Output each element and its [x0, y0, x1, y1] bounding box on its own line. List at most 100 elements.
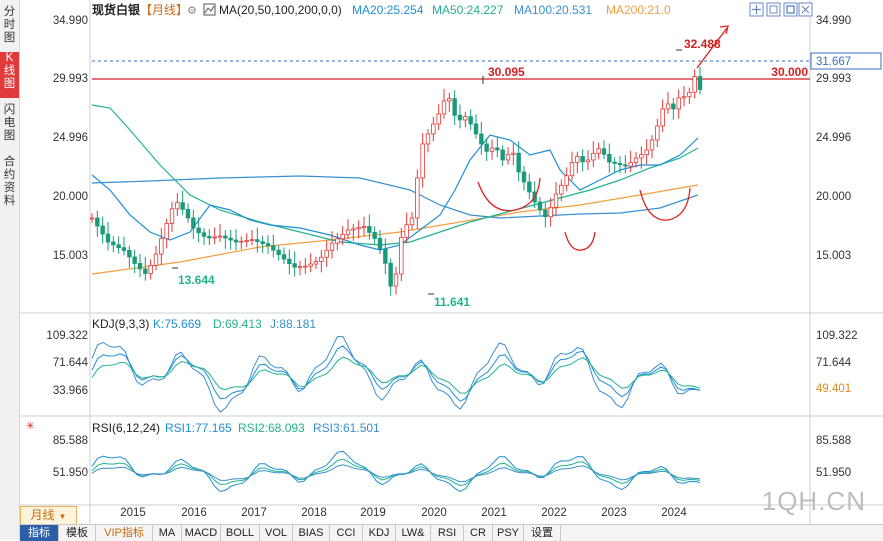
candle-body[interactable]: [191, 217, 196, 229]
tab-boll[interactable]: BOLL: [221, 525, 260, 541]
candle-body[interactable]: [516, 152, 521, 173]
candle-body[interactable]: [393, 273, 399, 287]
tab-macd[interactable]: MACD: [182, 525, 221, 541]
candle-body[interactable]: [543, 209, 548, 218]
tab-kdj[interactable]: KDJ: [363, 525, 396, 541]
candle-body[interactable]: [100, 225, 105, 235]
candle-body[interactable]: [639, 154, 644, 159]
candle-body[interactable]: [623, 164, 628, 167]
candle-body[interactable]: [580, 156, 585, 163]
candle-body[interactable]: [217, 235, 223, 238]
candle-body[interactable]: [367, 226, 372, 233]
candle-body[interactable]: [649, 139, 655, 151]
candle-body[interactable]: [164, 223, 169, 240]
candle-body[interactable]: [260, 241, 265, 245]
candle-body[interactable]: [239, 240, 244, 243]
candles[interactable]: [89, 66, 703, 296]
candle-body[interactable]: [612, 161, 617, 164]
candle-body[interactable]: [169, 208, 175, 224]
candle-body[interactable]: [655, 125, 660, 141]
candle-body[interactable]: [143, 268, 148, 274]
candle-body[interactable]: [148, 264, 153, 274]
candle-body[interactable]: [564, 175, 569, 186]
candle-body[interactable]: [473, 123, 479, 135]
candle-body[interactable]: [185, 208, 191, 219]
candle-body[interactable]: [159, 238, 164, 255]
candle-body[interactable]: [351, 228, 356, 231]
candle-body[interactable]: [201, 232, 207, 237]
candle-body[interactable]: [340, 234, 345, 240]
candle-body[interactable]: [116, 244, 121, 249]
tab-lwr[interactable]: LW&: [396, 525, 431, 541]
settings-icon[interactable]: ⚙: [187, 5, 197, 17]
candle-body[interactable]: [436, 113, 441, 125]
candle-body[interactable]: [319, 256, 324, 262]
tab-vol[interactable]: VOL: [260, 525, 293, 541]
candle-body[interactable]: [644, 149, 649, 156]
candle-body[interactable]: [265, 243, 271, 247]
candle-body[interactable]: [489, 147, 495, 152]
candle-body[interactable]: [431, 123, 436, 135]
candle-body[interactable]: [633, 157, 639, 164]
candle-body[interactable]: [271, 245, 276, 251]
candle-body[interactable]: [297, 266, 303, 269]
candle-body[interactable]: [665, 103, 671, 110]
tab-psy[interactable]: PSY: [493, 525, 524, 541]
tab-settings[interactable]: 设置: [524, 525, 561, 541]
candle-body[interactable]: [105, 233, 111, 243]
candle-body[interactable]: [441, 100, 447, 115]
candle-body[interactable]: [521, 171, 527, 183]
candle-body[interactable]: [335, 238, 340, 244]
candle-body[interactable]: [569, 161, 575, 177]
candle-body[interactable]: [345, 229, 351, 235]
candle-body[interactable]: [137, 263, 143, 270]
candle-body[interactable]: [591, 152, 596, 161]
kline-chart[interactable]: 现货白银 【月线】 ⚙ MA(20,50,100,200,0,0) MA20:2…: [20, 0, 883, 524]
close-icon[interactable]: [798, 2, 813, 17]
candle-body[interactable]: [527, 181, 532, 193]
tab-kline[interactable]: K线图: [0, 52, 19, 98]
tab-contract-info[interactable]: 合约资料: [0, 156, 19, 216]
candle-body[interactable]: [89, 217, 95, 220]
candle-body[interactable]: [95, 217, 100, 227]
candle-body[interactable]: [500, 149, 505, 161]
candle-body[interactable]: [692, 76, 697, 93]
candle-body[interactable]: [596, 148, 601, 154]
candle-body[interactable]: [223, 235, 228, 239]
candle-body[interactable]: [468, 116, 473, 125]
candle-body[interactable]: [233, 239, 239, 243]
candle-body[interactable]: [575, 156, 580, 163]
tab-template[interactable]: 模板: [59, 525, 96, 541]
candle-body[interactable]: [463, 116, 468, 121]
candle-body[interactable]: [548, 206, 553, 218]
candle-body[interactable]: [153, 253, 159, 266]
candle-body[interactable]: [415, 177, 420, 219]
tab-rsi[interactable]: RSI: [431, 525, 464, 541]
candle-body[interactable]: [409, 217, 415, 226]
move-icon[interactable]: [749, 2, 764, 17]
tab-indicators[interactable]: 指标: [20, 525, 59, 541]
candle-body[interactable]: [452, 98, 457, 116]
tab-bias[interactable]: BIAS: [293, 525, 330, 541]
candle-body[interactable]: [361, 226, 367, 229]
candle-body[interactable]: [687, 91, 692, 98]
candle-body[interactable]: [372, 232, 377, 239]
candle-body[interactable]: [329, 242, 335, 251]
period-button[interactable]: 月线 ▼: [20, 506, 77, 525]
candle-body[interactable]: [207, 235, 212, 239]
candle-body[interactable]: [553, 193, 559, 208]
candle-body[interactable]: [228, 237, 233, 241]
candle-body[interactable]: [399, 236, 404, 275]
candle-body[interactable]: [281, 254, 287, 260]
tab-cci[interactable]: CCI: [330, 525, 363, 541]
maximize-icon[interactable]: [783, 2, 798, 17]
candle-body[interactable]: [276, 249, 281, 256]
tab-ma[interactable]: MA: [153, 525, 182, 541]
candle-body[interactable]: [383, 248, 388, 264]
rsi-indicator-icon[interactable]: ✳: [26, 421, 34, 432]
ma-toggle-icon[interactable]: [203, 3, 216, 16]
candle-body[interactable]: [681, 96, 687, 99]
candle-body[interactable]: [425, 133, 431, 145]
candle-body[interactable]: [180, 202, 185, 210]
candle-body[interactable]: [511, 152, 516, 155]
